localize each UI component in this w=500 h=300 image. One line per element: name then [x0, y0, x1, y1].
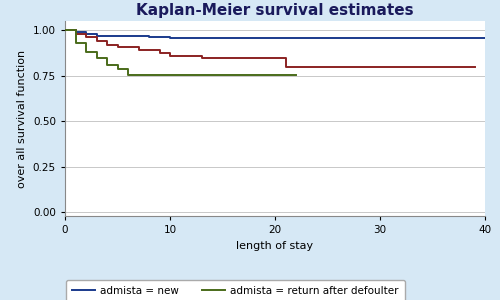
X-axis label: length of stay: length of stay	[236, 241, 314, 250]
Title: Kaplan-Meier survival estimates: Kaplan-Meier survival estimates	[136, 3, 414, 18]
Legend: admista = new, admista = repeat, admista = return after defoulter: admista = new, admista = repeat, admista…	[66, 280, 405, 300]
Y-axis label: over all survival function: over all survival function	[18, 50, 28, 188]
